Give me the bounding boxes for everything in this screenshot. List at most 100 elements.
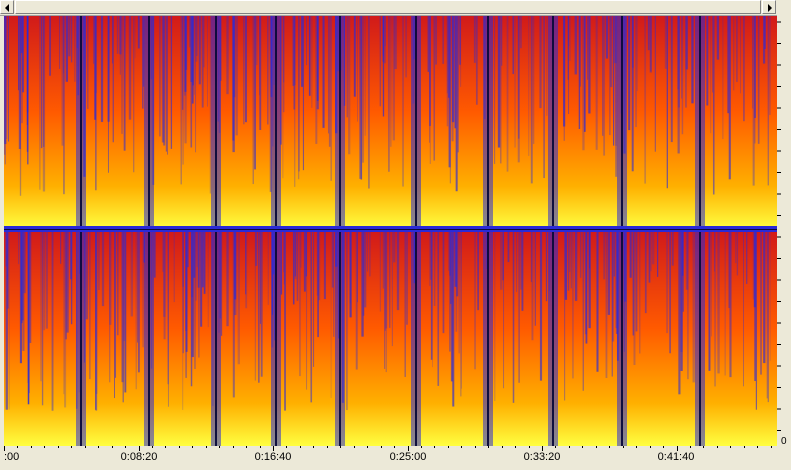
streak [429,232,431,286]
streak [644,232,647,314]
timeline-tick [434,446,436,448]
streak [189,16,191,48]
streak [255,16,258,66]
streak [455,16,458,192]
timeline-tick [192,446,194,448]
timeline-tick [394,446,396,448]
timeline-tick [71,446,73,448]
channel-divider-line [4,229,779,230]
ruler-ticks [777,21,781,431]
streak [379,16,381,107]
streak [133,16,135,173]
streak [722,16,724,140]
timeline-tick [595,446,597,448]
streak [460,16,462,87]
timeline-tick [4,446,5,451]
timeline-tick [98,446,100,448]
timeline-tick [488,446,490,448]
timeline-tick [151,446,153,448]
streak [564,232,568,300]
streak [564,232,566,401]
streak [306,16,307,66]
streak [579,16,581,87]
streak [184,16,187,144]
horizontal-scrollbar[interactable] [0,0,777,16]
streak [237,232,240,365]
streak [517,16,520,163]
streak [20,16,23,54]
scrollbar-thumb[interactable] [15,0,761,14]
streak [680,232,683,371]
timeline-tick [178,446,180,448]
streak [427,16,429,72]
scroll-right-button[interactable] [762,0,776,14]
streak [585,232,588,344]
streak [137,16,140,49]
streak [267,16,269,125]
streak [579,232,582,278]
spectrogram-canvas[interactable] [4,16,779,446]
streak [63,16,64,74]
streak [384,16,386,64]
streak [198,232,200,358]
timeline-tick [743,446,745,448]
streak [589,232,590,269]
timeline-tick [17,446,19,448]
streak [323,232,326,300]
streak [137,232,138,343]
time-ruler[interactable]: :00 0:08:20 0:16:40 0:25:00 0:33:20 0:41… [0,446,791,470]
streak [740,16,741,94]
streak [200,232,203,327]
streak [475,16,478,105]
streak [454,16,457,129]
streak [93,16,95,64]
streak [477,232,480,311]
streak [664,16,667,69]
streak [651,232,655,265]
streak [685,16,689,70]
timeline-tick [44,446,46,448]
streak [391,232,393,347]
streak [568,16,570,115]
streak [135,232,137,390]
streak [602,16,604,136]
streak [636,16,638,92]
streak [364,232,367,308]
streak [615,16,618,177]
timeline-tick [232,446,234,448]
timeline-tick [474,446,476,448]
streak [394,16,397,70]
streak [194,232,196,369]
streak [382,232,384,289]
streak [452,232,455,407]
streak [647,16,650,51]
streak [767,232,769,403]
streak [318,232,321,301]
streak [681,16,683,99]
streak [61,16,64,146]
scroll-left-button[interactable] [0,0,14,14]
streak [546,16,548,116]
streak [331,232,334,288]
spectrogram-view[interactable] [4,16,779,446]
streak [193,232,196,278]
streak [117,232,119,336]
streak [430,232,432,280]
streak [457,16,459,153]
streak [8,232,10,410]
streak [111,16,113,64]
streak [563,16,565,141]
streak [162,232,164,272]
streak [706,16,709,106]
streak [454,232,457,287]
streak [520,232,523,290]
streak [458,232,460,354]
streak [194,16,195,95]
streak [315,16,318,144]
streak [294,232,296,277]
streak [298,16,300,180]
streak [220,232,223,336]
streak [500,16,502,164]
streak [389,232,391,328]
streak [153,232,156,278]
